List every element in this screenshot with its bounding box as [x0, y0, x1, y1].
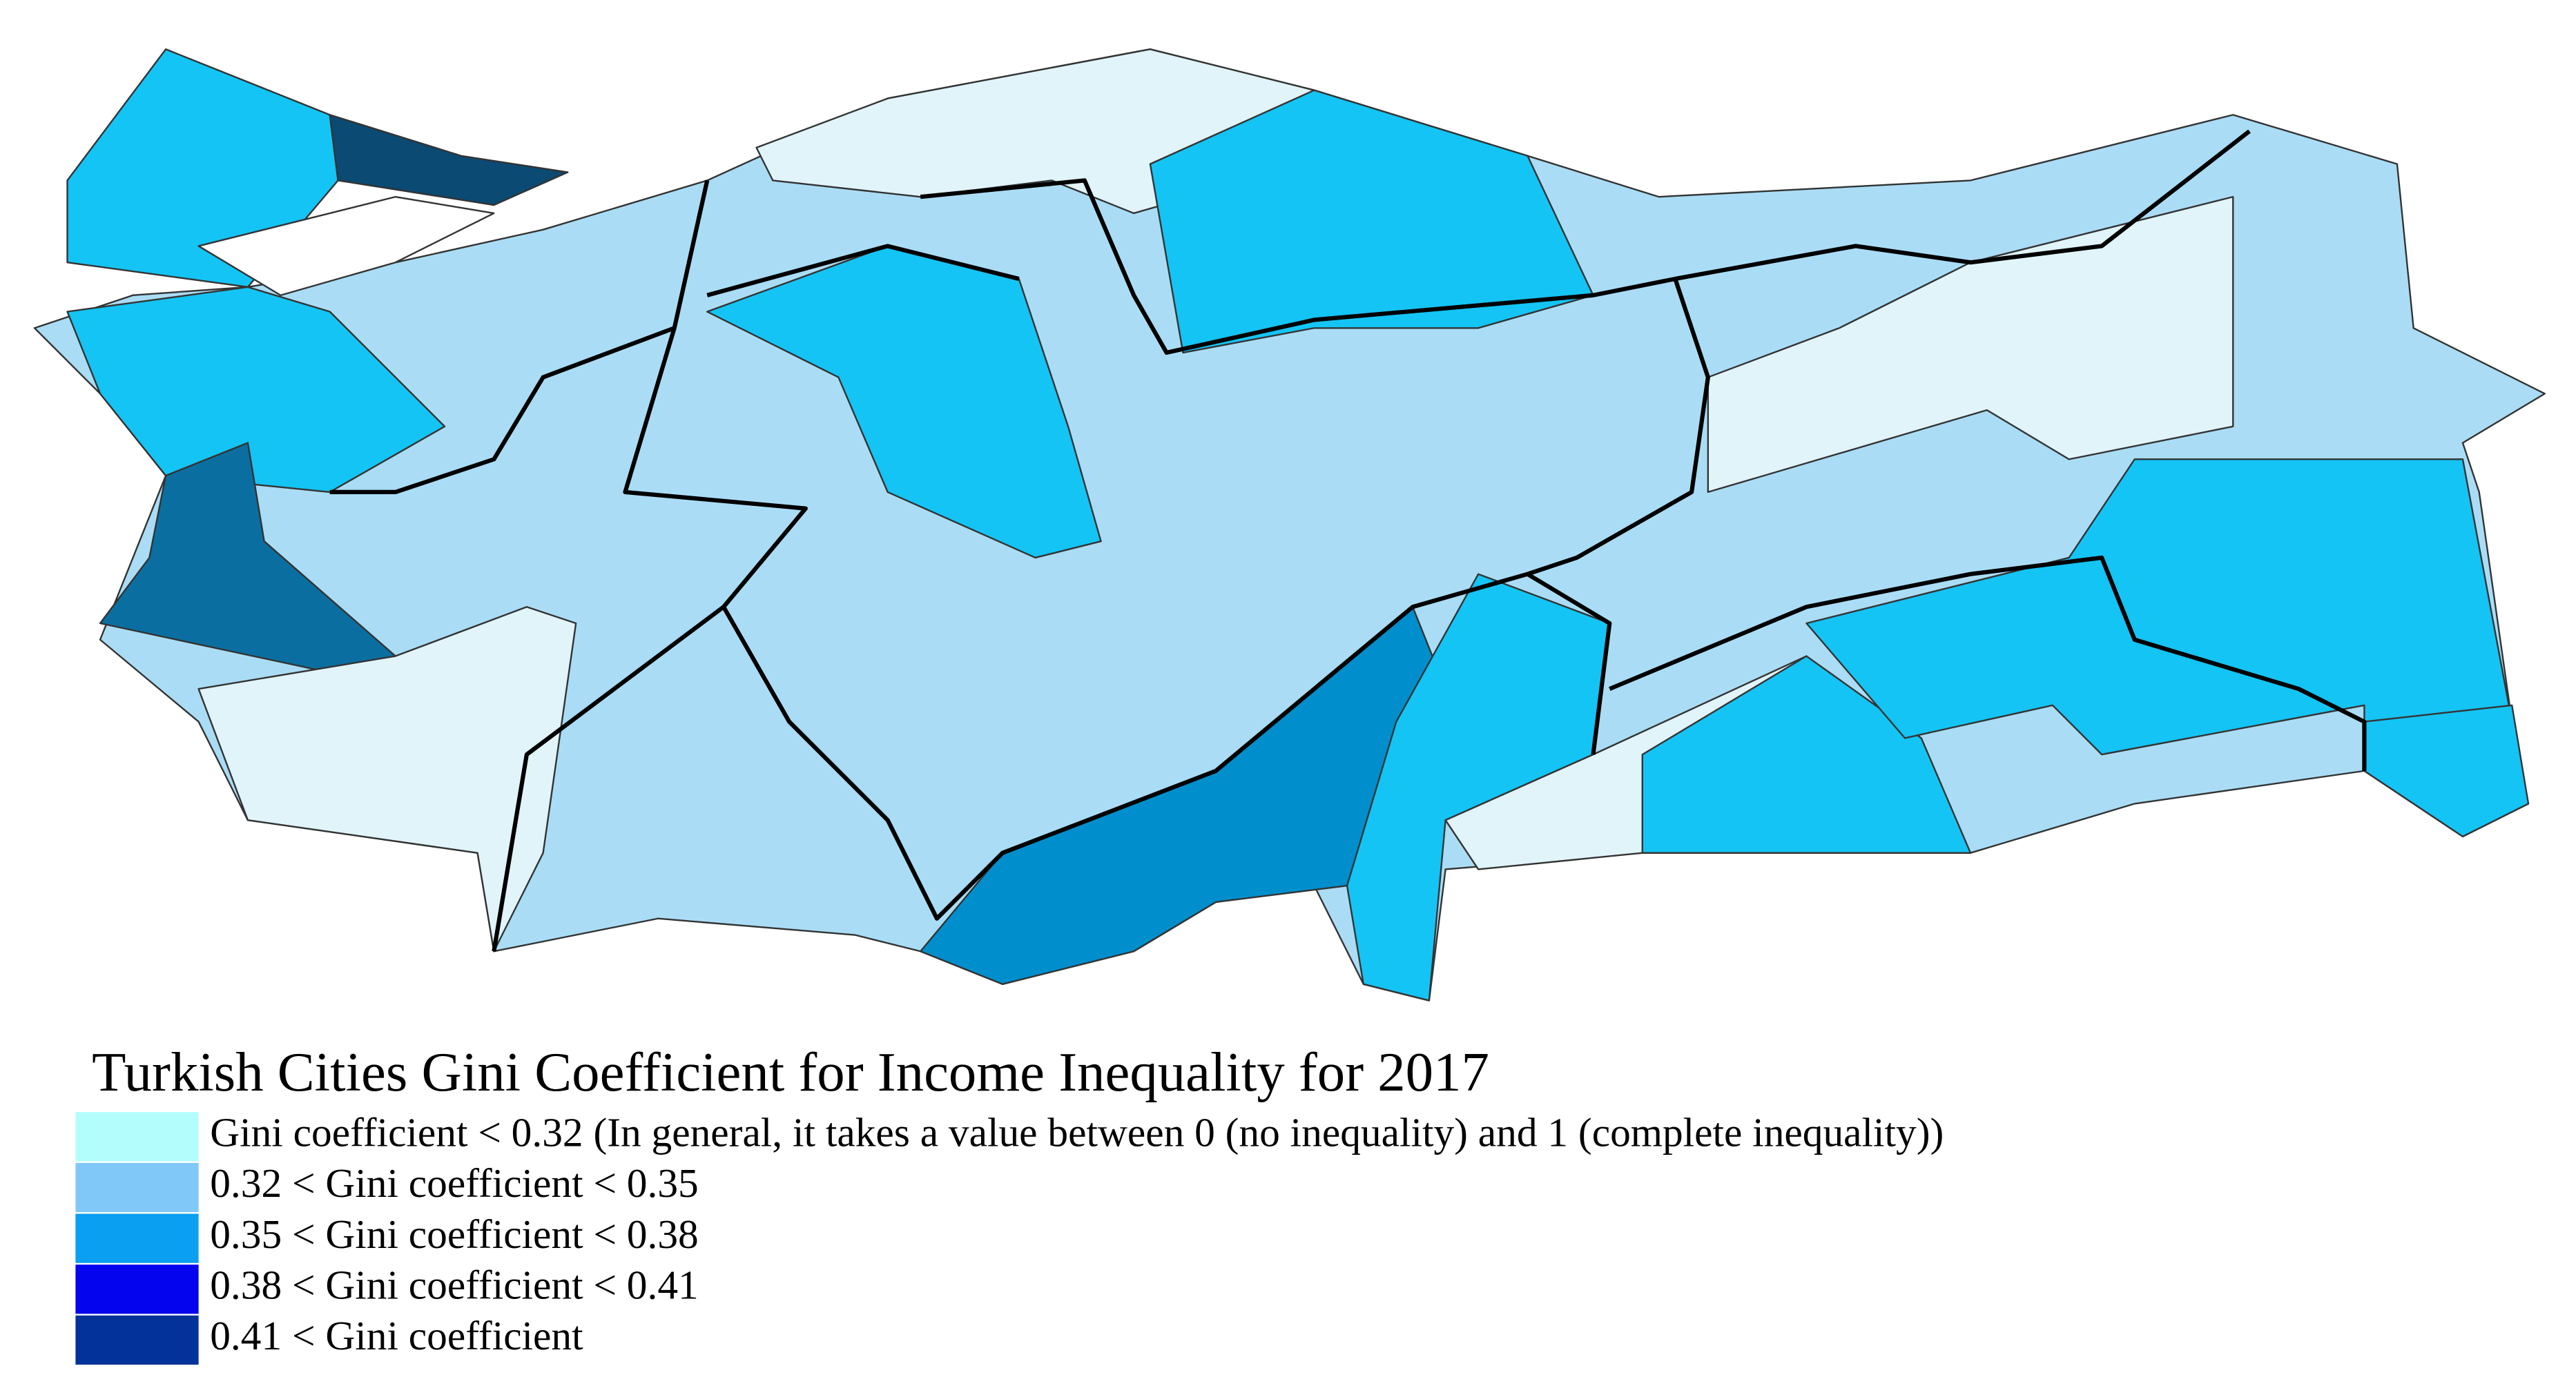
legend-label: 0.41 < Gini coefficient — [210, 1313, 583, 1358]
legend-label: 0.38 < Gini coefficient < 0.41 — [210, 1262, 699, 1307]
legend-swatch — [75, 1112, 199, 1162]
legend-swatch — [75, 1315, 199, 1365]
legend-label: 0.35 < Gini coefficient < 0.38 — [210, 1211, 699, 1257]
regional-border — [1674, 129, 2251, 282]
regional-border — [722, 572, 1612, 921]
sea — [197, 195, 495, 296]
legend-label: 0.32 < Gini coefficient < 0.35 — [210, 1160, 699, 1206]
legend-swatch — [75, 1265, 199, 1314]
regional-border — [492, 327, 808, 952]
legend-label: Gini coefficient < 0.32 (In general, it … — [210, 1109, 1944, 1155]
map-title: Turkish Cities Gini Coefficient for Inco… — [92, 1042, 1489, 1103]
legend-swatch — [75, 1213, 199, 1263]
region — [1707, 195, 2234, 494]
region — [329, 114, 569, 206]
legend: Gini coefficient < 0.32 (In general, it … — [75, 1109, 1944, 1365]
region — [1149, 89, 1594, 354]
legend-swatch — [75, 1162, 199, 1213]
region — [1641, 655, 1972, 854]
regional-border — [706, 244, 1020, 297]
region — [2363, 704, 2530, 838]
regional-border — [920, 178, 1710, 576]
region — [66, 286, 446, 494]
region — [197, 606, 577, 953]
regional-border — [1609, 555, 2367, 771]
regional-border — [329, 179, 710, 494]
map — [33, 48, 2546, 1002]
